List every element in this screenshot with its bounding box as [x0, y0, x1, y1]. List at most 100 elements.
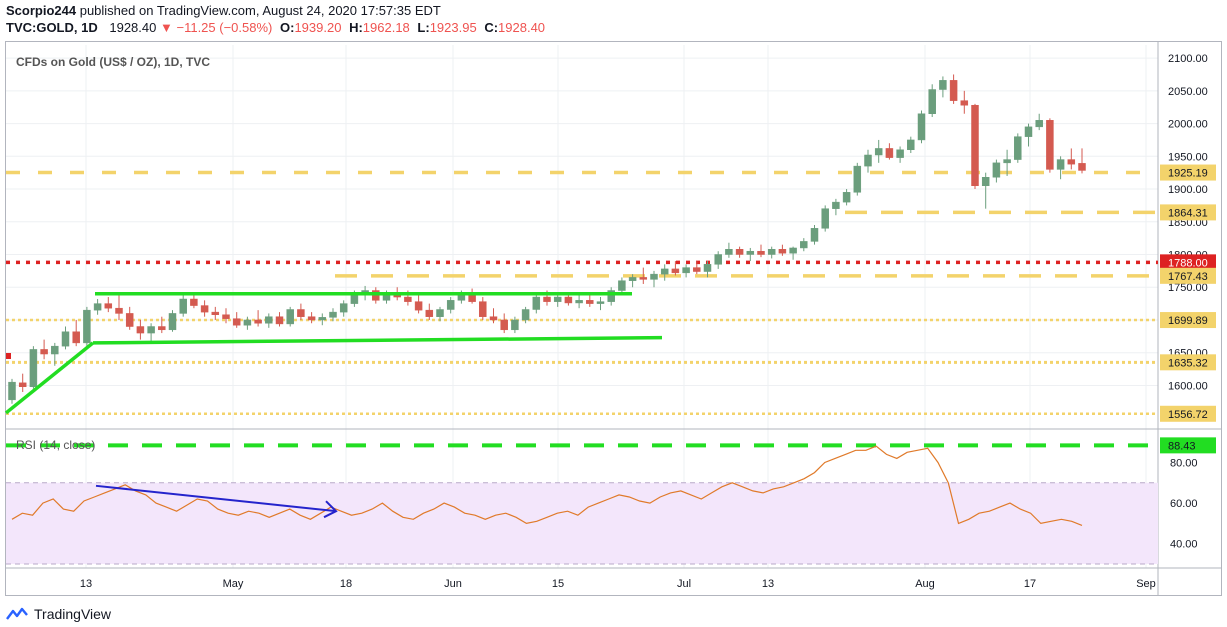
tradingview-logo-icon[interactable]	[6, 607, 28, 621]
candle	[104, 297, 113, 313]
candle	[286, 306, 294, 327]
candle-body	[179, 298, 187, 314]
candle-body	[746, 250, 755, 255]
price-label-box	[1160, 312, 1216, 329]
rsi-title: RSI (14, close)	[16, 438, 95, 452]
divergence-arrow-line	[95, 484, 337, 513]
candle-body	[586, 300, 594, 304]
candle	[607, 287, 615, 306]
time-axis-label: 18	[340, 578, 352, 590]
candle	[329, 308, 337, 322]
down-triangle-icon: ▼	[159, 20, 173, 35]
candle-body	[1035, 120, 1043, 128]
candle	[693, 261, 701, 275]
candle	[425, 303, 434, 320]
candle	[446, 297, 455, 314]
time-axis-label: May	[223, 578, 244, 590]
candle-body	[992, 162, 1001, 178]
candle	[265, 313, 273, 328]
candle-body	[864, 154, 872, 167]
rsi-level-box	[1160, 437, 1216, 454]
candle	[928, 84, 936, 118]
candle	[158, 316, 166, 334]
candle	[1024, 123, 1033, 147]
candle-body	[896, 149, 904, 158]
candle-body	[329, 311, 337, 318]
candle-body	[1046, 120, 1054, 170]
candle	[211, 306, 220, 320]
candle-body	[136, 326, 145, 334]
candle	[907, 136, 915, 154]
candle-body	[532, 296, 541, 310]
candle-body	[275, 316, 284, 325]
candle-body	[479, 301, 487, 317]
candle-body	[1003, 159, 1011, 164]
candle	[671, 261, 680, 276]
candle	[200, 300, 209, 317]
candle-body	[832, 201, 840, 209]
candle-body	[596, 301, 605, 304]
candle	[971, 103, 979, 190]
candle-body	[93, 303, 102, 311]
price-tick-label: 1600.00	[1168, 380, 1208, 392]
candle	[778, 244, 787, 256]
rsi-tick-label: 40.00	[1170, 539, 1198, 551]
candle	[575, 295, 583, 309]
candle-body	[40, 349, 48, 355]
candle	[489, 308, 498, 324]
candle	[832, 198, 840, 216]
candle	[468, 288, 476, 304]
candle-body	[703, 264, 712, 272]
candle-body	[51, 345, 59, 355]
candle	[436, 306, 444, 322]
candle-body	[168, 313, 177, 331]
candle-body	[853, 165, 862, 193]
price-label-box	[1160, 267, 1216, 284]
candle	[714, 251, 722, 269]
candle	[1014, 133, 1022, 163]
candle-body	[821, 208, 829, 229]
candle-body	[104, 303, 113, 309]
time-axis-label: 13	[80, 578, 92, 590]
candle-body	[18, 382, 27, 388]
candle	[981, 172, 990, 209]
candle-body	[928, 89, 936, 114]
candle-body	[1078, 163, 1086, 171]
brand-name[interactable]: TradingView	[34, 606, 112, 622]
candle	[51, 342, 59, 366]
price-label-text: 1556.72	[1168, 409, 1208, 421]
candle	[842, 189, 851, 206]
candle-body	[842, 192, 851, 203]
candle	[618, 277, 626, 294]
candle	[511, 316, 519, 334]
publisher-name[interactable]: Scorpio244	[6, 3, 77, 18]
candle	[992, 159, 1001, 183]
candle-body	[810, 228, 819, 242]
candle-body	[778, 249, 787, 254]
candle	[222, 308, 230, 324]
chart-title: CFDs on Gold (US$ / OZ), 1D, TVC	[16, 55, 210, 69]
low-label: L:	[417, 20, 430, 35]
candle-body	[639, 277, 648, 280]
candle-body	[232, 318, 241, 326]
candle	[703, 261, 712, 278]
candle-body	[29, 349, 38, 388]
price-label-box	[1160, 405, 1216, 422]
rsi-line	[11, 445, 1083, 526]
candle-body	[564, 296, 573, 304]
candle-body	[650, 273, 658, 280]
candle-body	[1014, 136, 1022, 160]
candle-body	[789, 247, 797, 254]
chart-frame[interactable]	[5, 41, 1222, 596]
candle-body	[297, 309, 305, 317]
candle-body	[960, 100, 969, 106]
candle-body	[222, 314, 230, 319]
candle	[1078, 148, 1086, 174]
close-value: 1928.40	[498, 20, 546, 35]
candle	[639, 267, 648, 284]
candle	[864, 149, 872, 173]
rsi-level-text: 88.43	[1168, 440, 1196, 452]
candle-body	[318, 317, 327, 321]
candle-body	[521, 309, 530, 321]
